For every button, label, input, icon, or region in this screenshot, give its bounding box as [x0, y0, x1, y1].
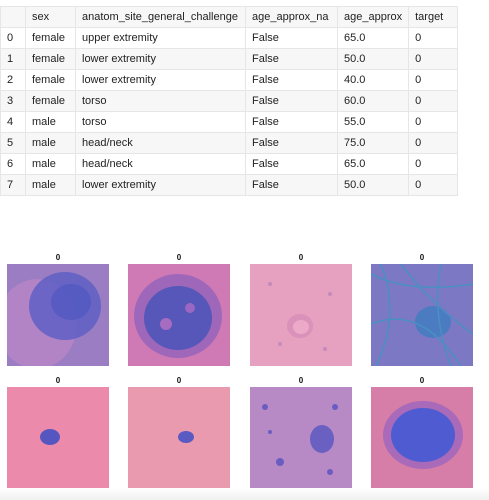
gallery-image-panel: 0 [7, 375, 109, 489]
column-header-age-approx: age_approx [336, 6, 410, 28]
cell-sex: female [25, 48, 76, 70]
cell-sex: male [25, 174, 76, 196]
cell-target: 0 [408, 27, 459, 49]
skin-lesion-image [371, 264, 473, 366]
cell-target: 0 [408, 132, 459, 154]
gallery-image-panel: 0 [250, 252, 352, 366]
skin-lesion-image [371, 387, 473, 489]
cell-sex: female [25, 27, 76, 49]
cell-anatom-site: torso [75, 111, 246, 133]
cell-target: 0 [408, 111, 459, 133]
cell-anatom-site: lower extremity [75, 48, 246, 70]
cell-sex: male [25, 153, 76, 175]
cell-sex: female [25, 90, 76, 112]
gallery-image-panel: 0 [250, 375, 352, 489]
row-index: 7 [0, 174, 26, 196]
image-label: 0 [298, 376, 304, 385]
cell-age-approx: 40.0 [336, 69, 410, 91]
cell-age-approx: 65.0 [336, 27, 410, 49]
table-header-row: sex anatom_site_general_challenge age_ap… [0, 6, 459, 28]
gallery-image-panel: 0 [7, 252, 109, 366]
table-row: 1 female lower extremity False 50.0 0 [0, 48, 459, 70]
cell-anatom-site: head/neck [75, 153, 246, 175]
table-row: 4 male torso False 55.0 0 [0, 111, 459, 133]
table-row: 3 female torso False 60.0 0 [0, 90, 459, 112]
cell-anatom-site: upper extremity [75, 27, 246, 49]
dataframe-table: sex anatom_site_general_challenge age_ap… [0, 6, 459, 196]
image-label: 0 [55, 253, 61, 262]
row-index: 3 [0, 90, 26, 112]
cell-sex: female [25, 69, 76, 91]
cell-anatom-site: lower extremity [75, 69, 246, 91]
gallery-image-panel: 0 [128, 375, 230, 489]
table-row: 0 female upper extremity False 65.0 0 [0, 27, 459, 49]
skin-lesion-image [250, 387, 352, 489]
cell-age-approx-na: False [245, 69, 338, 91]
image-label: 0 [176, 376, 182, 385]
cell-sex: male [25, 111, 76, 133]
image-label: 0 [419, 376, 425, 385]
cell-anatom-site: head/neck [75, 132, 246, 154]
row-index: 2 [0, 69, 26, 91]
cell-target: 0 [408, 153, 459, 175]
row-index: 5 [0, 132, 26, 154]
row-index: 4 [0, 111, 26, 133]
table-row: 6 male head/neck False 65.0 0 [0, 153, 459, 175]
cell-age-approx-na: False [245, 111, 338, 133]
skin-lesion-image [128, 264, 230, 366]
row-index: 0 [0, 27, 26, 49]
table-row: 5 male head/neck False 75.0 0 [0, 132, 459, 154]
table-row: 2 female lower extremity False 40.0 0 [0, 69, 459, 91]
cell-age-approx-na: False [245, 27, 338, 49]
cell-sex: male [25, 132, 76, 154]
row-index: 6 [0, 153, 26, 175]
image-label: 0 [176, 253, 182, 262]
table-row: 7 male lower extremity False 50.0 0 [0, 174, 459, 196]
cell-target: 0 [408, 174, 459, 196]
cell-age-approx: 50.0 [336, 48, 410, 70]
cell-target: 0 [408, 90, 459, 112]
cell-target: 0 [408, 48, 459, 70]
cell-target: 0 [408, 69, 459, 91]
image-label: 0 [298, 253, 304, 262]
cell-age-approx: 55.0 [336, 111, 410, 133]
cell-age-approx: 60.0 [336, 90, 410, 112]
cell-age-approx-na: False [245, 153, 338, 175]
cell-age-approx-na: False [245, 90, 338, 112]
row-index: 1 [0, 48, 26, 70]
skin-lesion-image [7, 387, 109, 489]
cell-age-approx-na: False [245, 48, 338, 70]
cell-anatom-site: lower extremity [75, 174, 246, 196]
index-header [0, 6, 26, 28]
cell-age-approx: 75.0 [336, 132, 410, 154]
gallery-image-panel: 0 [371, 375, 473, 489]
skin-lesion-image [250, 264, 352, 366]
column-header-sex: sex [25, 6, 76, 28]
column-header-anatom-site: anatom_site_general_challenge [75, 6, 246, 28]
image-label: 0 [55, 376, 61, 385]
image-label: 0 [419, 253, 425, 262]
cell-anatom-site: torso [75, 90, 246, 112]
cell-age-approx-na: False [245, 132, 338, 154]
cell-age-approx: 50.0 [336, 174, 410, 196]
cell-age-approx-na: False [245, 174, 338, 196]
cell-age-approx: 65.0 [336, 153, 410, 175]
gallery-image-panel: 0 [128, 252, 230, 366]
column-header-target: target [408, 6, 459, 28]
column-header-age-approx-na: age_approx_na [245, 6, 338, 28]
skin-lesion-image [7, 264, 109, 366]
skin-lesion-image [128, 387, 230, 489]
bottom-edge [0, 488, 489, 500]
gallery-image-panel: 0 [371, 252, 473, 366]
